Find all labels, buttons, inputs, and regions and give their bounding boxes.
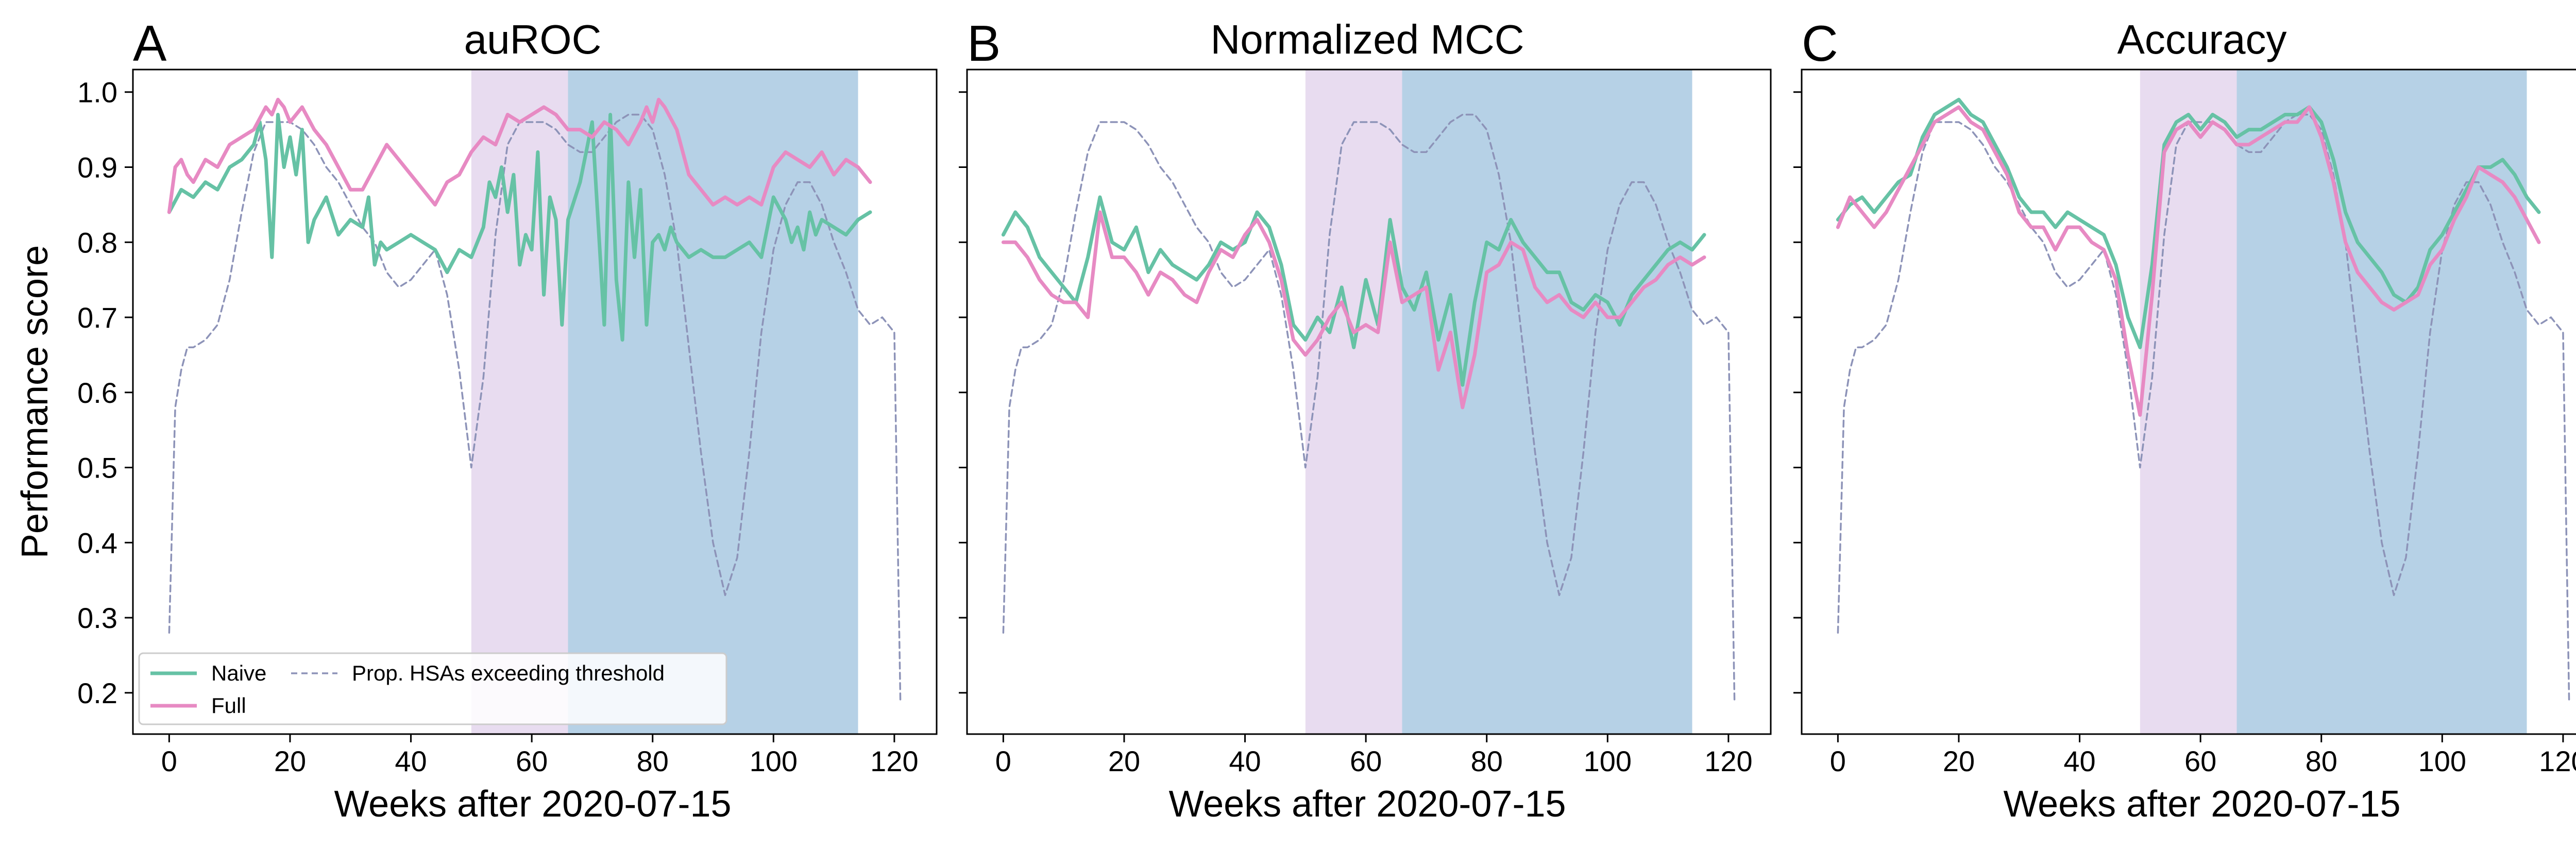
full-line <box>167 97 872 214</box>
plot-area: 0 20 40 60 80 100 120 <box>959 69 1772 777</box>
y-tick-label: 0.3 <box>77 602 117 634</box>
x-axis-title: Weeks after 2020-07-15 <box>1168 784 1566 825</box>
legend-threshold-label: Prop. HSAs exceeding threshold <box>352 661 665 685</box>
x-tick-label: 20 <box>1943 745 1975 777</box>
shaded-region-blue <box>2236 70 2527 734</box>
y-tick-label: 0.8 <box>77 226 117 259</box>
y-tick-label: 0.7 <box>77 301 117 334</box>
plot-frame <box>132 69 938 735</box>
x-tick-label: 100 <box>2418 745 2466 777</box>
threshold-line <box>1002 113 1736 702</box>
x-tick-label: 0 <box>161 745 177 777</box>
legend-naive-label: Naive <box>211 661 266 685</box>
x-tick-label: 20 <box>274 745 306 777</box>
x-tick-label: 80 <box>2306 745 2337 777</box>
panel-b: 0 20 40 60 80 100 120 B Normalized MCC Weeks a… <box>959 15 1772 825</box>
naive-line <box>1836 97 2541 349</box>
x-tick-label: 120 <box>2539 745 2576 777</box>
x-tick-label: 120 <box>870 745 918 777</box>
shaded-region-blue <box>568 70 858 734</box>
panel-c: 0 20 40 60 80 100 120 C Accuracy Weeks after 2… <box>1793 15 2576 825</box>
y-axis-title: Performance score <box>14 245 56 558</box>
shaded-region-purple <box>471 70 568 734</box>
shaded-region-blue <box>1402 70 1692 734</box>
y-tick-label: 0.2 <box>77 677 117 709</box>
y-tick-label: 1.0 <box>77 76 117 109</box>
full-line <box>1836 105 2541 417</box>
x-tick-label: 100 <box>1584 745 1632 777</box>
legend-box <box>138 652 727 725</box>
x-tick-label: 80 <box>1471 745 1503 777</box>
legend-full-label: Full <box>211 693 246 718</box>
x-tick-label: 40 <box>2063 745 2095 777</box>
shaded-region-purple <box>2140 70 2237 734</box>
full-line <box>1001 210 1706 410</box>
x-tick-label: 120 <box>1704 745 1752 777</box>
x-axis-title: Weeks after 2020-07-15 <box>334 784 731 825</box>
x-tick-label: 40 <box>395 745 427 777</box>
y-tick-label: 0.5 <box>77 452 117 484</box>
plot-area: 0 20 40 60 80 100 120 <box>1793 69 2576 777</box>
panel-title: Normalized MCC <box>1211 16 1524 62</box>
y-tick-label: 0.9 <box>77 151 117 183</box>
x-tick-label: 0 <box>995 745 1011 777</box>
x-tick-label: 40 <box>1229 745 1261 777</box>
naive-line <box>1001 195 1706 387</box>
panel-letter: B <box>967 15 1001 72</box>
x-tick-label: 0 <box>1830 745 1846 777</box>
plot-frame <box>1801 69 2576 735</box>
panel-a: 0 20 40 60 80 100 120 0.2 0.3 0.4 0.5 0.6 0.7 0.8 0.9 1… <box>77 15 938 825</box>
y-tick-label: 0.4 <box>77 526 117 559</box>
x-tick-label: 60 <box>2184 745 2216 777</box>
panel-title: auROC <box>464 16 602 62</box>
shaded-region-purple <box>1305 70 1402 734</box>
x-tick-label: 60 <box>516 745 548 777</box>
x-axis-title: Weeks after 2020-07-15 <box>2003 784 2400 825</box>
x-tick-label: 60 <box>1350 745 1382 777</box>
x-tick-label: 100 <box>750 745 798 777</box>
legend: Naive Full Prop. HSAs exceeding threshol… <box>138 652 727 725</box>
panel-letter: C <box>1802 15 1838 72</box>
panel-title: Accuracy <box>2117 16 2287 62</box>
panel-letter: A <box>133 15 167 72</box>
x-tick-label: 20 <box>1108 745 1140 777</box>
naive-line <box>167 113 872 342</box>
x-tick-label: 80 <box>637 745 669 777</box>
threshold-line <box>168 113 902 702</box>
plot-area: 0 20 40 60 80 100 120 0.2 0.3 0.4 0.5 0.6 0.7 0.8 0.9 1… <box>77 69 938 777</box>
plot-frame <box>966 69 1772 735</box>
y-tick-label: 0.6 <box>77 377 117 409</box>
